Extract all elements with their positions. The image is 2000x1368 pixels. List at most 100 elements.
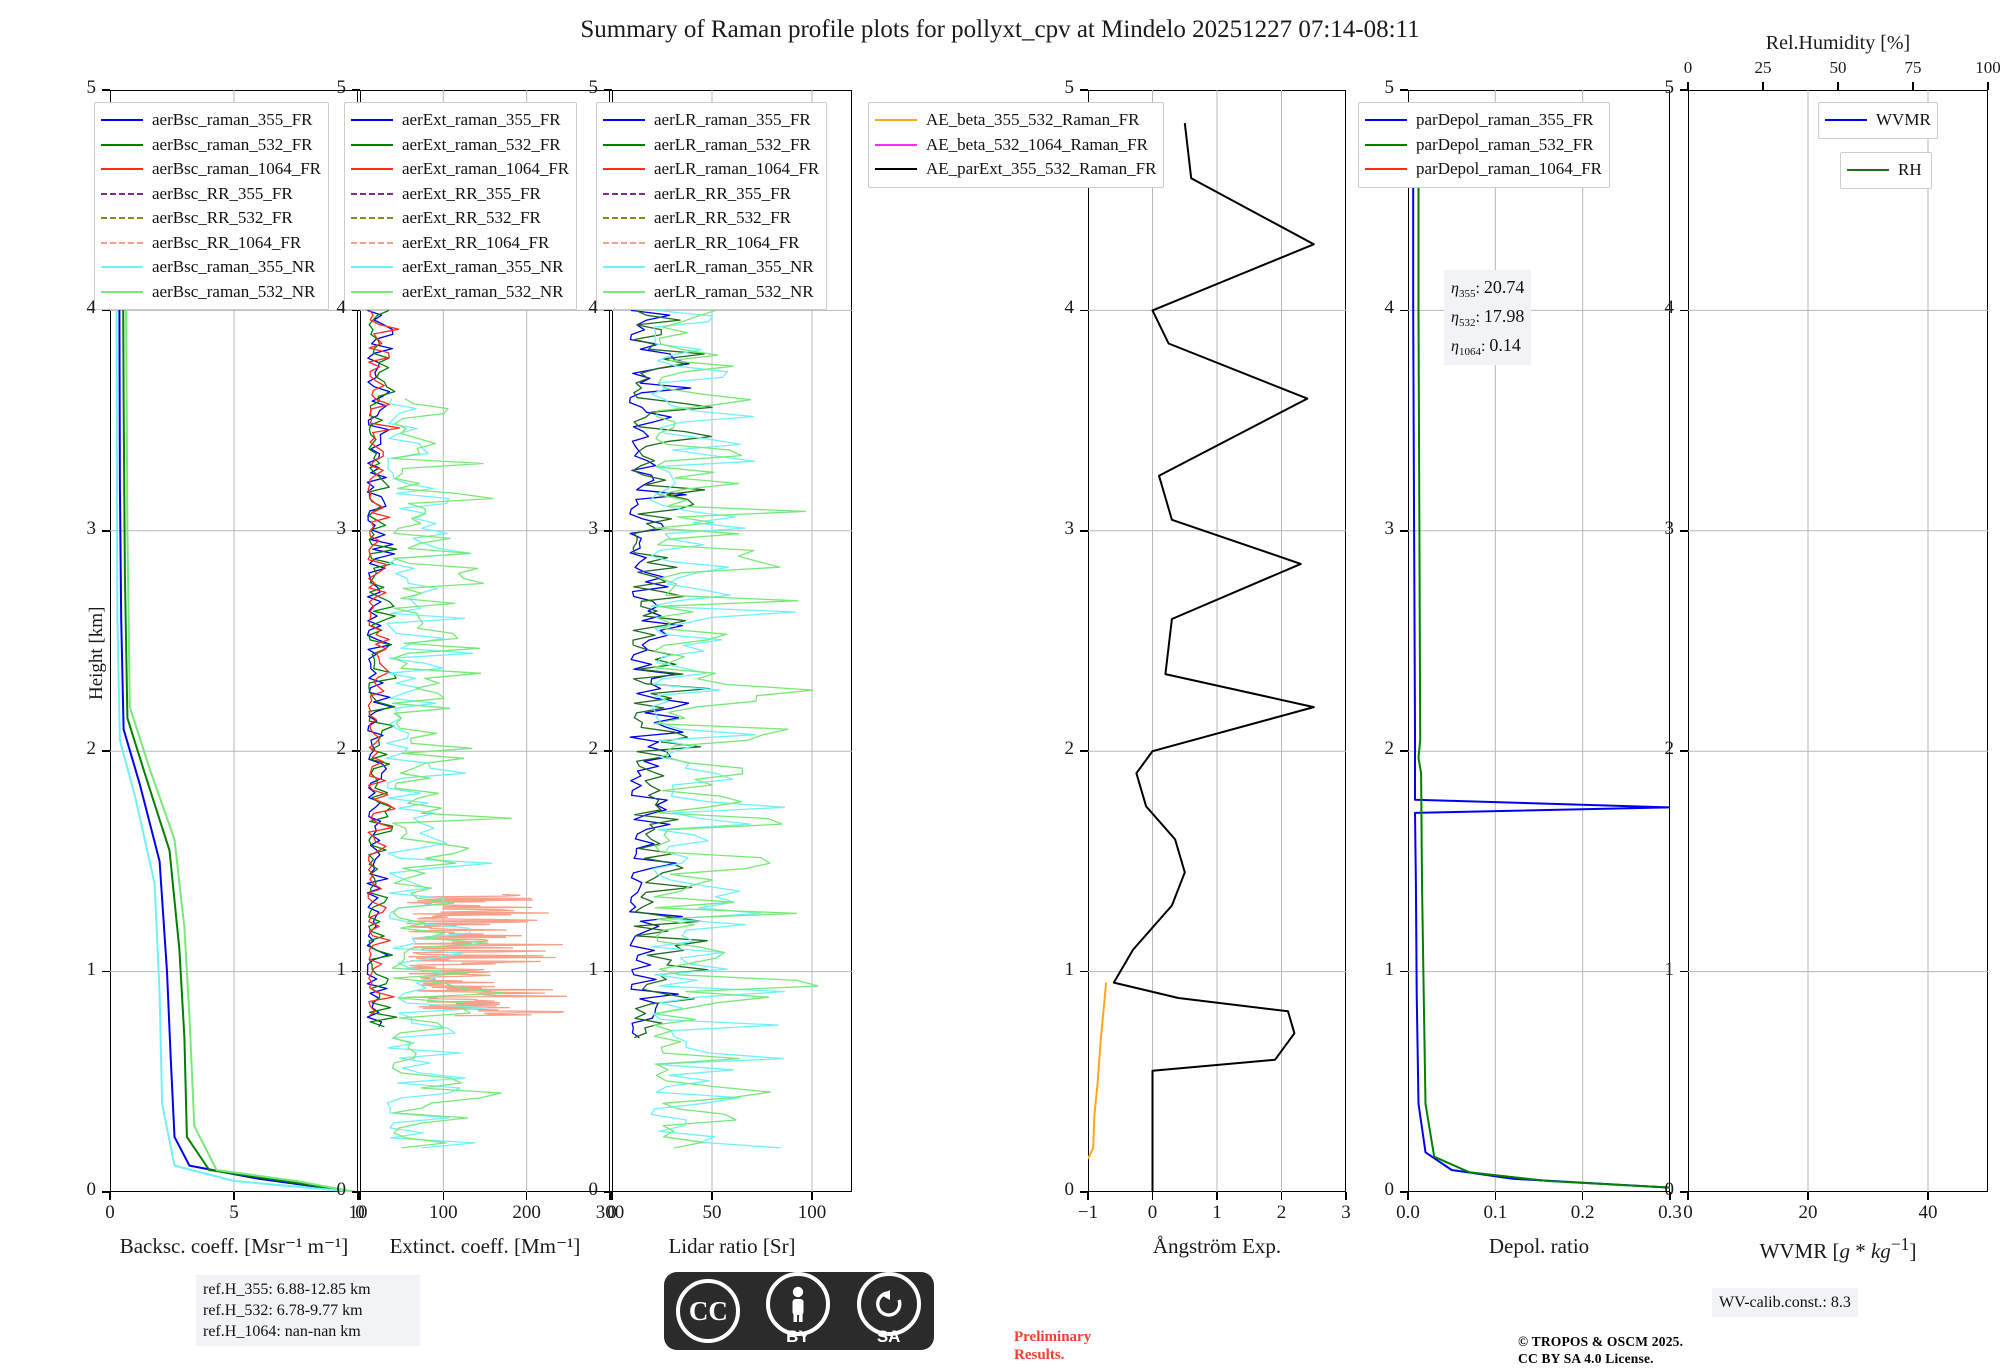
legend-item-aerBsc_raman_355_NR[interactable]: aerBsc_raman_355_NR <box>101 255 321 280</box>
series-aerLR_raman_532_NR <box>653 309 819 1149</box>
top-x-tick-label: 75 <box>1904 58 1922 77</box>
legend-item-WVMR[interactable]: WVMR <box>1825 108 1931 133</box>
legend-swatch-icon <box>351 266 393 269</box>
legend-item-aerLR_raman_355_FR[interactable]: aerLR_raman_355_FR <box>603 108 819 133</box>
legend-item-aerBsc_RR_355_FR[interactable]: aerBsc_RR_355_FR <box>101 182 321 207</box>
legend-label: aerExt_RR_1064_FR <box>402 232 550 252</box>
series-aerLR_raman_532_FR <box>632 309 713 1039</box>
legend-item-aerExt_RR_355_FR[interactable]: aerExt_RR_355_FR <box>351 182 569 207</box>
legend-label: AE_beta_532_1064_Raman_FR <box>926 134 1148 154</box>
legend-item-aerExt_raman_1064_FR[interactable]: aerExt_raman_1064_FR <box>351 157 569 182</box>
legend-swatch-icon <box>875 168 917 171</box>
y-tick-label: 0 <box>1064 1179 1075 1200</box>
legend-label: aerExt_RR_355_FR <box>402 183 541 203</box>
legend-item-aerLR_RR_355_FR[interactable]: aerLR_RR_355_FR <box>603 182 819 207</box>
legend-item-aerBsc_raman_532_FR[interactable]: aerBsc_raman_532_FR <box>101 133 321 158</box>
legend-item-aerBsc_raman_1064_FR[interactable]: aerBsc_raman_1064_FR <box>101 157 321 182</box>
x-tick-label: 0.2 <box>1570 1202 1595 1223</box>
legend-item-aerLR_RR_532_FR[interactable]: aerLR_RR_532_FR <box>603 206 819 231</box>
legend-item-aerBsc_RR_1064_FR[interactable]: aerBsc_RR_1064_FR <box>101 231 321 256</box>
legend-item-AE_beta_532_1064_Raman_FR[interactable]: AE_beta_532_1064_Raman_FR <box>875 133 1156 158</box>
x-tick-mark <box>525 1192 528 1200</box>
y-tick-mark <box>1400 750 1408 752</box>
x-tick-label: 5 <box>229 1202 239 1223</box>
legend-item-aerExt_raman_355_FR[interactable]: aerExt_raman_355_FR <box>351 108 569 133</box>
legend-item-aerExt_raman_532_FR[interactable]: aerExt_raman_532_FR <box>351 133 569 158</box>
legend-lidar-ratio[interactable]: aerLR_raman_355_FR aerLR_raman_532_FR aerL… <box>596 102 828 310</box>
legend-item-aerBsc_raman_532_NR[interactable]: aerBsc_raman_532_NR <box>101 280 321 305</box>
y-tick-label: 0 <box>588 1179 599 1200</box>
y-tick-mark <box>352 750 360 752</box>
x-tick-mark <box>711 1192 713 1200</box>
legend-swatch-icon <box>101 192 143 195</box>
x-tick-mark <box>359 1192 361 1200</box>
series-aerExt_raman_532_FR <box>368 309 398 1028</box>
legend-label: WVMR <box>1876 110 1931 130</box>
y-tick-mark <box>1680 970 1688 973</box>
legend-swatch-icon <box>1365 119 1407 122</box>
x-tick-label: 100 <box>797 1202 827 1223</box>
y-tick-mark <box>604 970 612 973</box>
y-tick-label: 3 <box>336 517 347 539</box>
legend-item-aerLR_raman_1064_FR[interactable]: aerLR_raman_1064_FR <box>603 157 819 182</box>
x-tick-label: 0.1 <box>1483 1202 1508 1223</box>
legend-item-aerLR_raman_355_NR[interactable]: aerLR_raman_355_NR <box>603 255 819 280</box>
y-tick-label: 1 <box>588 958 599 980</box>
legend-swatch-icon <box>351 143 393 146</box>
legend-item-aerExt_raman_355_NR[interactable]: aerExt_raman_355_NR <box>351 255 569 280</box>
legend-item-parDepol_raman_532_FR[interactable]: parDepol_raman_532_FR <box>1365 133 1602 158</box>
legend-label: aerBsc_RR_355_FR <box>152 183 293 203</box>
legend-label: aerExt_RR_532_FR <box>402 208 541 228</box>
y-tick-label: 5 <box>86 77 97 98</box>
legend-item-AE_parExt_355_532_Raman_FR[interactable]: AE_parExt_355_532_Raman_FR <box>875 157 1156 182</box>
y-tick-mark <box>102 1191 110 1193</box>
series-AE_beta_355_532_Raman_FR <box>1088 982 1108 1160</box>
y-tick-mark <box>1080 309 1088 312</box>
legend-swatch-icon <box>101 143 143 146</box>
x-tick-mark <box>1807 1192 1809 1200</box>
legend-label: aerExt_raman_532_FR <box>402 134 561 154</box>
legend-item-aerBsc_RR_532_FR[interactable]: aerBsc_RR_532_FR <box>101 206 321 231</box>
y-tick-label: 5 <box>1064 77 1075 98</box>
legend-depol-ratio[interactable]: parDepol_raman_355_FR parDepol_raman_532_… <box>1358 102 1611 188</box>
legend-item-aerBsc_raman_355_FR[interactable]: aerBsc_raman_355_FR <box>101 108 321 133</box>
y-tick-label: 5 <box>1384 77 1395 98</box>
legend-swatch-icon <box>351 168 393 171</box>
y-tick-label: 3 <box>1664 517 1675 539</box>
x-tick-label: 300 <box>595 1202 625 1223</box>
legend-swatch-icon <box>875 143 917 146</box>
legend-item-aerExt_RR_532_FR[interactable]: aerExt_RR_532_FR <box>351 206 569 231</box>
x-axis-label-depol-ratio: Depol. ratio <box>1488 1234 1590 1258</box>
legend-item-RH[interactable]: RH <box>1847 158 1924 183</box>
legend-item-parDepol_raman_1064_FR[interactable]: parDepol_raman_1064_FR <box>1365 157 1602 182</box>
legend-swatch-icon <box>101 241 143 244</box>
legend-item-AE_beta_355_532_Raman_FR[interactable]: AE_beta_355_532_Raman_FR <box>875 108 1156 133</box>
legend-item-aerLR_RR_1064_FR[interactable]: aerLR_RR_1064_FR <box>603 231 819 256</box>
x-tick-label: 40 <box>1918 1202 1938 1223</box>
series-AE_parExt_355_532_Raman_FR <box>1112 122 1315 1192</box>
y-tick-label: 1 <box>1384 958 1395 980</box>
y-tick-mark <box>1680 309 1688 312</box>
x-tick-mark <box>1087 1192 1089 1200</box>
x-tick-label: 0.3 <box>1658 1202 1682 1223</box>
legend-swatch-icon <box>351 217 393 220</box>
legend-item-parDepol_raman_355_FR[interactable]: parDepol_raman_355_FR <box>1365 108 1602 133</box>
y-tick-label: 1 <box>336 958 347 980</box>
top-x-tick-mark <box>1987 82 1989 90</box>
legend-wvmr-rh[interactable]: WVMR <box>1818 102 1938 139</box>
x-tick-label: 1 <box>1212 1202 1222 1223</box>
legend-backscatter[interactable]: aerBsc_raman_355_FR aerBsc_raman_532_FR ae… <box>94 102 330 310</box>
x-tick-label: 200 <box>512 1202 541 1223</box>
legend-item-aerExt_raman_532_NR[interactable]: aerExt_raman_532_NR <box>351 280 569 305</box>
x-tick-mark <box>442 1192 445 1200</box>
legend-item-aerExt_RR_1064_FR[interactable]: aerExt_RR_1064_FR <box>351 231 569 256</box>
y-tick-mark <box>1400 89 1408 91</box>
legend-item-aerLR_raman_532_FR[interactable]: aerLR_raman_532_FR <box>603 133 819 158</box>
legend-label: aerLR_raman_532_FR <box>654 134 811 154</box>
legend-wvmr-rh-secondary[interactable]: RH <box>1840 152 1932 189</box>
legend-item-aerLR_raman_532_NR[interactable]: aerLR_raman_532_NR <box>603 280 819 305</box>
legend-label: aerExt_raman_532_NR <box>402 281 564 301</box>
series-parDepol_raman_532_FR <box>1417 112 1670 1189</box>
legend-angstroem[interactable]: AE_beta_355_532_Raman_FR AE_beta_532_1064… <box>868 102 1165 188</box>
